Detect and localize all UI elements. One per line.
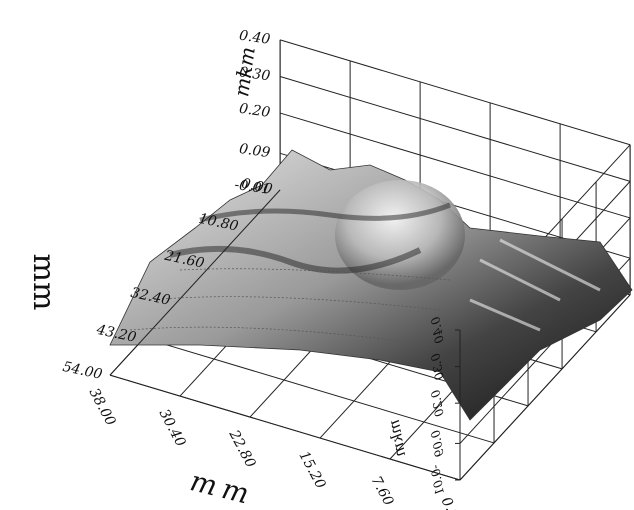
z-tick-label: 0.20	[238, 101, 271, 121]
z-tick-label: 0.40	[238, 28, 271, 48]
front-z-tick-label: 0.09	[428, 429, 446, 458]
z-tick-label: -0.01	[233, 177, 271, 198]
z-axis-title: mkm	[229, 45, 260, 98]
y-axis-title: mm	[26, 254, 61, 311]
z-tick-label: 0.09	[238, 141, 271, 161]
grid-line	[459, 294, 631, 481]
axis-line	[109, 189, 281, 376]
front-z-tick-label: 0.30	[428, 352, 446, 381]
front-z-tick-label: -0.01	[428, 464, 447, 497]
x-tick-label: 22.80	[225, 427, 258, 471]
x-tick-label: 30.40	[156, 407, 189, 450]
axis-line	[109, 374, 461, 481]
surface	[109, 149, 633, 421]
grid-line	[279, 39, 631, 146]
front-z-tick-label: 0.40	[428, 316, 446, 345]
z-tick-label: 0.30	[238, 64, 271, 84]
x-tick-label: 0.00	[438, 494, 467, 510]
grid-line	[279, 76, 631, 182]
y-tick-label: 54.00	[61, 359, 104, 383]
x-tick-label: 7.60	[368, 474, 397, 509]
front-z-tick-label: 0.20	[428, 389, 446, 418]
grid-line	[279, 112, 631, 219]
x-axis-title: mm	[187, 464, 258, 510]
x-tick-label: 38.00	[86, 386, 119, 429]
grid-line	[143, 337, 495, 444]
y-tick-label: 0.00	[240, 176, 274, 198]
front-z-axis-title: mkm	[385, 418, 409, 458]
x-tick-label: 15.20	[296, 449, 329, 492]
